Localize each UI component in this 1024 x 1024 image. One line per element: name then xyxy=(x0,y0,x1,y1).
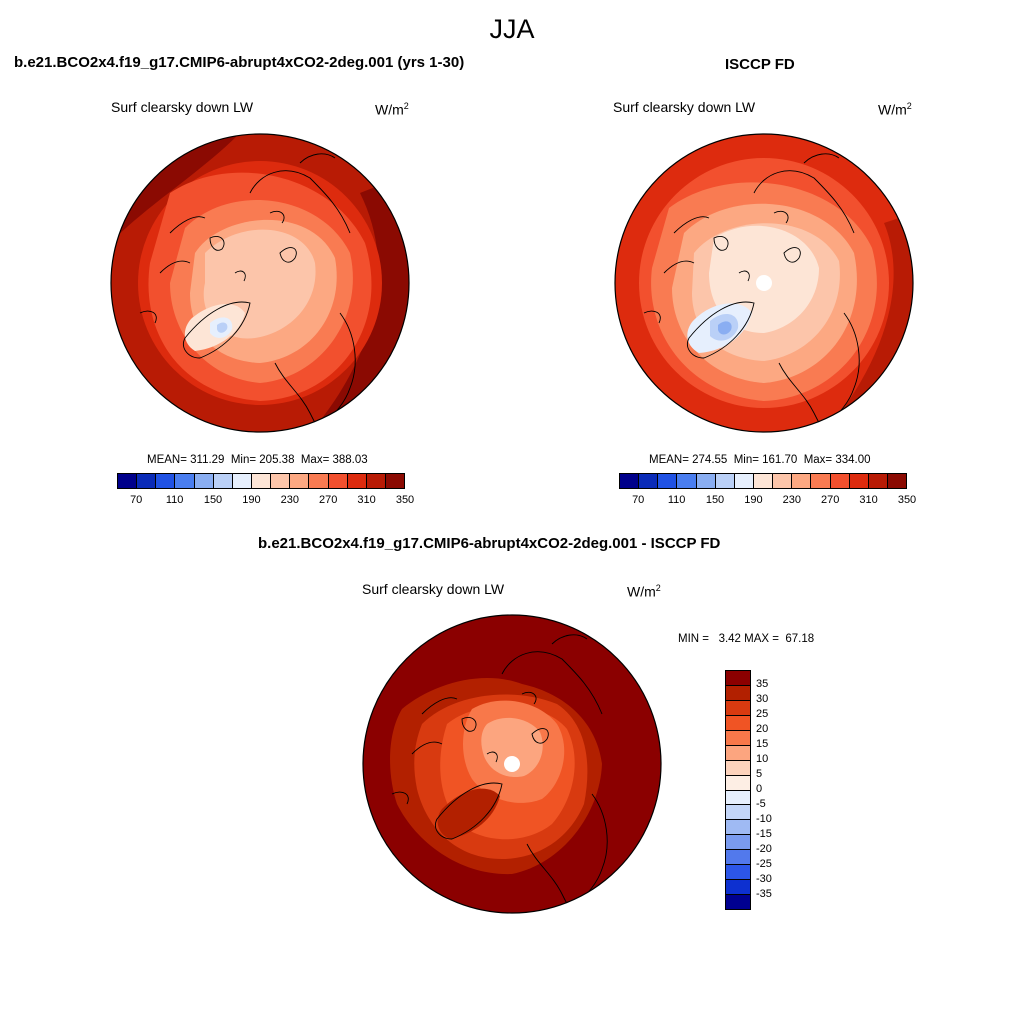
panel-a-variable: Surf clearsky down LW xyxy=(111,99,254,115)
panel-diff-colorbar-swatch xyxy=(726,715,750,731)
panel-diff-variable: Surf clearsky down LW xyxy=(362,581,505,597)
panel-a-colorbar-swatch xyxy=(194,474,214,488)
panel-diff-colorbar-swatch xyxy=(726,790,750,806)
panel-diff-colorbar-tick-label: -5 xyxy=(756,798,766,810)
panel-b-colorbar-swatch xyxy=(830,474,850,488)
panel-b-variable: Surf clearsky down LW xyxy=(613,99,756,115)
panel-b-colorbar-swatch xyxy=(887,474,907,488)
panel-diff-colorbar-tick-label: 10 xyxy=(756,753,769,765)
panel-diff-colorbar-swatch xyxy=(726,865,750,881)
panel-b-colorbar-swatch xyxy=(792,474,812,488)
panel-b-colorbar xyxy=(619,473,907,489)
panel-diff-colorbar-tick-label: 25 xyxy=(756,708,769,720)
panel-a-colorbar-tick-label: 350 xyxy=(395,494,415,506)
panel-diff-colorbar-tick-label: 15 xyxy=(756,738,769,750)
panel-a-colorbar-swatch xyxy=(366,474,386,488)
panel-b-title: ISCCP FD xyxy=(725,56,795,73)
panel-diff-colorbar-swatch xyxy=(726,820,750,836)
panel-a-colorbar-swatch xyxy=(290,474,310,488)
panel-b-colorbar-tick-label: 110 xyxy=(667,494,686,506)
panel-diff-units: W/m2 xyxy=(627,583,661,600)
panel-b-colorbar-tick-label: 350 xyxy=(897,494,917,506)
panel-b-colorbar-swatch xyxy=(868,474,888,488)
panel-a-colorbar-swatch xyxy=(309,474,329,488)
panel-b-units: W/m2 xyxy=(878,101,912,118)
panel-a-polar-map xyxy=(110,133,410,433)
panel-diff-colorbar-tick-label: -20 xyxy=(756,843,772,855)
panel-a-colorbar-swatch xyxy=(347,474,367,488)
panel-diff-title: b.e21.BCO2x4.f19_g17.CMIP6-abrupt4xCO2-2… xyxy=(258,535,721,552)
panel-a-stats: MEAN= 311.29 Min= 205.38 Max= 388.03 xyxy=(147,454,368,466)
panel-diff-colorbar-tick-label: 20 xyxy=(756,723,769,735)
panel-a-colorbar-swatch xyxy=(385,474,405,488)
panel-a-colorbar-swatch xyxy=(156,474,176,488)
panel-a-colorbar-tick-label: 70 xyxy=(130,494,143,506)
panel-b-colorbar-swatch xyxy=(658,474,678,488)
panel-b-colorbar-tick-label: 70 xyxy=(632,494,645,506)
panel-a-colorbar-swatch xyxy=(251,474,272,488)
panel-a-colorbar-tick-label: 110 xyxy=(165,494,184,506)
panel-b-colorbar-swatch xyxy=(696,474,716,488)
panel-diff-colorbar xyxy=(725,670,751,910)
panel-b-colorbar-swatch xyxy=(715,474,735,488)
panel-b-colorbar-swatch xyxy=(849,474,869,488)
panel-a-colorbar-swatch xyxy=(271,474,291,488)
panel-a-colorbar-swatch xyxy=(213,474,233,488)
panel-diff-colorbar-tick-label: -15 xyxy=(756,828,772,840)
panel-diff-colorbar-swatch xyxy=(726,730,750,746)
panel-b-polar-map xyxy=(614,133,914,433)
panel-b-colorbar-swatch xyxy=(734,474,754,488)
panel-a-title: b.e21.BCO2x4.f19_g17.CMIP6-abrupt4xCO2-2… xyxy=(14,54,465,71)
panel-a-units: W/m2 xyxy=(375,101,409,118)
panel-diff-colorbar-tick-label: -35 xyxy=(756,888,772,900)
panel-a-colorbar-swatch xyxy=(137,474,157,488)
panel-diff-colorbar-swatch xyxy=(726,700,750,716)
panel-diff-colorbar-swatch xyxy=(726,895,750,909)
panel-a-colorbar-tick-label: 150 xyxy=(203,494,223,506)
panel-b-colorbar-swatch xyxy=(753,474,774,488)
panel-diff-colorbar-swatch xyxy=(726,850,750,866)
panel-diff-stats: MIN = 3.42 MAX = 67.18 xyxy=(678,633,815,645)
panel-a-colorbar-tick-label: 190 xyxy=(242,494,261,506)
panel-diff-colorbar-swatch xyxy=(726,671,750,686)
panel-a-colorbar-swatch xyxy=(118,474,138,488)
panel-b-colorbar-tick-label: 150 xyxy=(705,494,725,506)
season-title: JJA xyxy=(489,14,535,44)
panel-b-colorbar-tick-label: 230 xyxy=(782,494,801,506)
panel-diff-colorbar-tick-label: 5 xyxy=(756,768,763,780)
panel-b-colorbar-swatch xyxy=(620,474,640,488)
panel-b-colorbar-swatch xyxy=(677,474,697,488)
panel-diff-colorbar-swatch xyxy=(726,775,750,791)
panel-diff-colorbar-swatch xyxy=(726,685,750,701)
panel-diff-colorbar-tick-label: -10 xyxy=(756,813,772,825)
panel-diff-colorbar-tick-label: 30 xyxy=(756,693,769,705)
panel-diff-colorbar-tick-label: 35 xyxy=(756,678,769,690)
panel-a-colorbar-tick-label: 270 xyxy=(319,494,338,506)
panel-diff-colorbar-swatch xyxy=(726,760,750,776)
panel-diff-colorbar-tick-label: 0 xyxy=(756,783,763,795)
panel-a-colorbar-tick-label: 230 xyxy=(280,494,299,506)
panel-b-colorbar-swatch xyxy=(773,474,793,488)
panel-b-colorbar-tick-label: 310 xyxy=(859,494,878,506)
panel-a-colorbar-swatch xyxy=(175,474,195,488)
panel-b-colorbar-swatch xyxy=(811,474,831,488)
panel-a-colorbar-swatch xyxy=(232,474,252,488)
panel-diff-colorbar-swatch xyxy=(726,880,750,896)
panel-b-colorbar-swatch xyxy=(639,474,659,488)
panel-diff-colorbar-tick-label: -30 xyxy=(756,873,772,885)
panel-diff-colorbar-tick-label: -25 xyxy=(756,858,772,870)
panel-a-colorbar-swatch xyxy=(328,474,348,488)
panel-a-colorbar xyxy=(117,473,405,489)
panel-diff-polar-map xyxy=(362,614,662,914)
panel-b-stats: MEAN= 274.55 Min= 161.70 Max= 334.00 xyxy=(649,454,871,466)
panel-diff-colorbar-swatch xyxy=(726,835,750,851)
panel-diff-colorbar-swatch xyxy=(726,805,750,821)
panel-a-colorbar-tick-label: 310 xyxy=(357,494,376,506)
panel-diff-colorbar-swatch xyxy=(726,745,750,761)
panel-b-colorbar-tick-label: 270 xyxy=(821,494,840,506)
panel-b-colorbar-tick-label: 190 xyxy=(744,494,763,506)
